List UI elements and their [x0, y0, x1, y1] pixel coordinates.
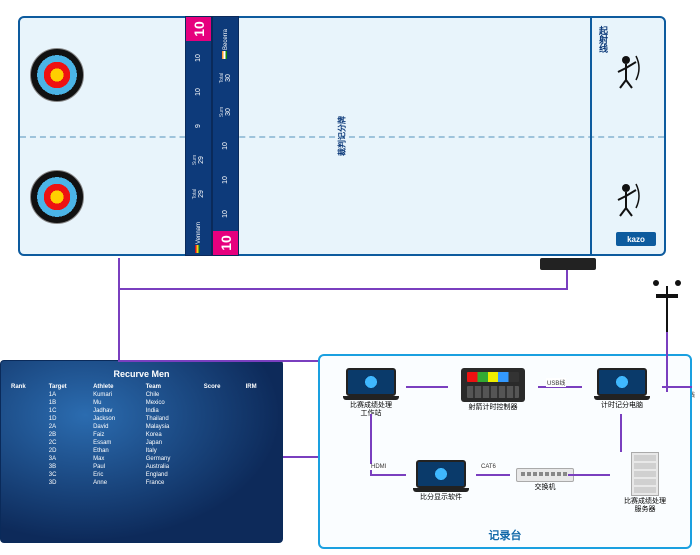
wire	[476, 474, 510, 476]
p1-name-cell: Vennam	[186, 211, 211, 255]
wire	[566, 270, 568, 290]
p1-big: 10	[186, 17, 211, 41]
wire	[406, 386, 448, 388]
flag-india-icon	[222, 51, 227, 59]
table-row: 2DEthanItaly	[9, 447, 274, 455]
dev-server-label: 比赛成绩处理服务器	[610, 498, 680, 515]
dev-switch-label: 交换机	[510, 484, 580, 492]
dev-workstation: 比赛成绩处理工作站	[336, 368, 406, 419]
desk-title: 记录台	[489, 527, 522, 543]
dev-display-sw: 比分显示软件	[406, 460, 476, 502]
table-row: 3DAnneFrance	[9, 479, 274, 487]
col-header: IRM	[244, 383, 274, 391]
dev-controller-label: 射箭计时控制器	[448, 404, 538, 412]
p2-cells: 10 10 10 Sum30 Total30	[213, 61, 238, 231]
p1-a1: 10	[186, 41, 211, 75]
p2-a1: 10	[213, 197, 238, 231]
col-header: Team	[144, 383, 202, 391]
table-row: 1CJadhavIndia	[9, 407, 274, 415]
p1-total: Total29	[186, 177, 211, 211]
table-row: 1DJacksonThailand	[9, 415, 274, 423]
table-row: 2BFaizKorea	[9, 431, 274, 439]
dev-server: 比赛成绩处理服务器	[610, 452, 680, 515]
results-table: RankTargetAthleteTeamScoreIRM 1AKumariCh…	[9, 383, 274, 487]
target-bottom	[30, 170, 84, 224]
col-header: Target	[47, 383, 91, 391]
p1-name: Vennam	[196, 222, 202, 244]
p2-a3: 10	[213, 129, 238, 163]
p2-big: 10	[213, 231, 238, 255]
screen-title: Recurve Men	[9, 369, 274, 379]
archer-top-icon	[612, 54, 642, 90]
results-screen: Recurve Men RankTargetAthleteTeamScoreIR…	[0, 360, 283, 543]
flag-ghana-icon	[195, 245, 200, 253]
target-top	[30, 48, 84, 102]
col-header: Rank	[9, 383, 47, 391]
dev-timing-pc-label: 计时记分电脑	[582, 402, 662, 410]
label-usb: USB线	[546, 378, 566, 387]
p1-sum: Sum29	[186, 143, 211, 177]
col-header: Athlete	[91, 383, 144, 391]
p1-a3: 9	[186, 109, 211, 143]
shooting-line-label: 起射线	[597, 26, 610, 53]
wire	[370, 474, 406, 476]
table-row: 3AMaxGermany	[9, 455, 274, 463]
targets-zone	[24, 18, 96, 254]
table-row: 3BPaulAustralia	[9, 463, 274, 471]
label-cat6: CAT6	[480, 464, 497, 470]
control-desk: 比赛成绩处理工作站 射箭计时控制器 计时记分电脑 比分显示软件 交换机 比赛成绩…	[318, 354, 692, 549]
table-row: 2CEssamJapan	[9, 439, 274, 447]
wire	[620, 414, 622, 452]
dev-display-sw-label: 比分显示软件	[406, 494, 476, 502]
dev-controller: 射箭计时控制器	[448, 368, 538, 412]
p2-total: Total30	[213, 61, 238, 95]
dev-switch: 交换机	[510, 468, 580, 492]
table-row: 2ADavidMalaysia	[9, 423, 274, 431]
wire	[118, 360, 318, 362]
wire	[118, 288, 120, 360]
table-row: 1AKumariChile	[9, 391, 274, 399]
p2-a2: 10	[213, 163, 238, 197]
judge-scoreboard: Vennam Total29 Sum29 9 10 10 10 10 10	[185, 16, 239, 256]
archery-field: Vennam Total29 Sum29 9 10 10 10 10 10	[18, 16, 666, 256]
scoreboard-wrap: Vennam Total29 Sum29 9 10 10 10 10 10	[92, 109, 332, 163]
archer-bottom-icon	[612, 182, 642, 218]
brand-logo: kazo	[616, 232, 656, 246]
p1-cells: Total29 Sum29 9 10 10	[186, 41, 211, 211]
shooting-line	[590, 18, 592, 254]
anemometer-icon	[648, 276, 686, 332]
p2-name: Becerra	[223, 29, 229, 50]
scoreboard-row-p2: 10 10 10 10 Sum30 Total30 Becerra	[212, 16, 239, 256]
dev-timing-pc: 计时记分电脑	[582, 368, 662, 410]
p2-name-cell: Becerra	[213, 17, 238, 61]
col-header: Score	[202, 383, 244, 391]
table-row: 1BMuMexico	[9, 399, 274, 407]
table-row: 3CEricEngland	[9, 471, 274, 479]
wire	[568, 474, 610, 476]
wire	[118, 288, 566, 290]
label-hdmi: HDMI	[370, 464, 387, 470]
p1-a2: 10	[186, 75, 211, 109]
wall-socket-icon	[540, 258, 596, 270]
scoreboard-row-p1: Vennam Total29 Sum29 9 10 10 10	[185, 16, 212, 256]
wire	[118, 258, 120, 288]
p2-sum: Sum30	[213, 95, 238, 129]
scoreboard-label: 裁判记分牌	[337, 116, 348, 156]
wire	[283, 456, 318, 458]
wire-anemo	[666, 332, 668, 392]
